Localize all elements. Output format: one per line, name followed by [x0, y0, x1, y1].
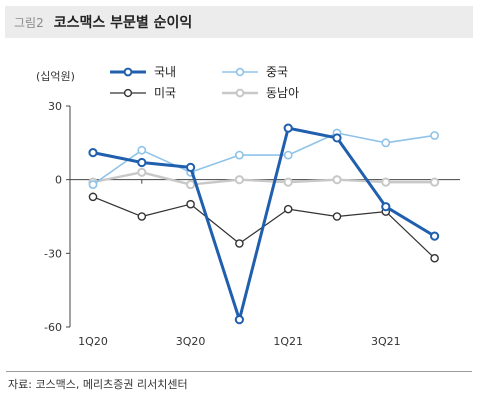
y-unit-label: (십억원): [36, 70, 75, 83]
x-tick-label: 3Q21: [371, 335, 401, 348]
data-point: [88, 192, 98, 202]
data-point: [137, 167, 147, 177]
data-point: [137, 145, 147, 155]
x-tick-label: 1Q21: [273, 335, 303, 348]
footer-divider: [6, 371, 472, 372]
legend-swatch-marker: [235, 67, 245, 77]
y-tick-label: -30: [44, 247, 62, 260]
data-point: [283, 123, 293, 133]
legend-swatch-marker: [123, 67, 133, 77]
series-line: [92, 132, 435, 186]
data-point: [88, 148, 98, 158]
data-point: [381, 138, 391, 148]
series-3: [88, 167, 440, 190]
y-tick-label: -60: [44, 321, 62, 334]
series-1: [88, 128, 439, 189]
data-point: [381, 177, 391, 187]
y-tick-label: 30: [48, 100, 62, 113]
x-tick-label: 3Q20: [176, 335, 206, 348]
figure-title: 코스맥스 부문별 순이익: [53, 15, 193, 31]
data-point: [186, 179, 196, 190]
series-0: [88, 123, 440, 325]
data-point: [234, 175, 244, 185]
axes: 30 0 -30 -60 1Q20 3Q20 1Q21 3Q21: [44, 100, 460, 348]
data-point: [332, 212, 342, 221]
data-point: [283, 204, 293, 214]
source-note: 자료: 코스맥스, 메리츠증권 리서치센터: [8, 378, 188, 391]
legend-label: 미국: [154, 86, 176, 100]
legend-label: 동남아: [266, 86, 299, 100]
data-point: [430, 231, 440, 241]
data-point: [381, 202, 391, 212]
data-point: [88, 180, 98, 189]
legend-swatch-marker: [123, 88, 133, 98]
data-point: [430, 131, 439, 140]
data-point: [137, 212, 147, 221]
data-point: [186, 199, 195, 209]
y-tick-label: 0: [55, 174, 62, 187]
data-point: [234, 315, 244, 325]
data-point: [234, 150, 244, 160]
data-point: [430, 177, 440, 187]
legend-label: 중국: [266, 65, 288, 79]
data-point: [137, 157, 147, 168]
data-point: [283, 177, 293, 187]
figure-header: 그림2 코스맥스 부문별 순이익: [5, 6, 473, 38]
legend-swatch-marker: [235, 88, 245, 98]
series-group: [88, 123, 440, 325]
x-tick-label: 1Q20: [78, 335, 108, 348]
figure-number: 그림2: [14, 15, 44, 30]
data-point: [332, 133, 342, 143]
data-point: [283, 150, 293, 160]
series-line: [92, 171, 435, 186]
data-point: [186, 162, 196, 172]
legend-label: 국내: [154, 65, 176, 79]
series-line: [92, 126, 436, 322]
data-point: [332, 175, 342, 185]
data-point: [235, 239, 244, 248]
data-point: [430, 253, 439, 263]
